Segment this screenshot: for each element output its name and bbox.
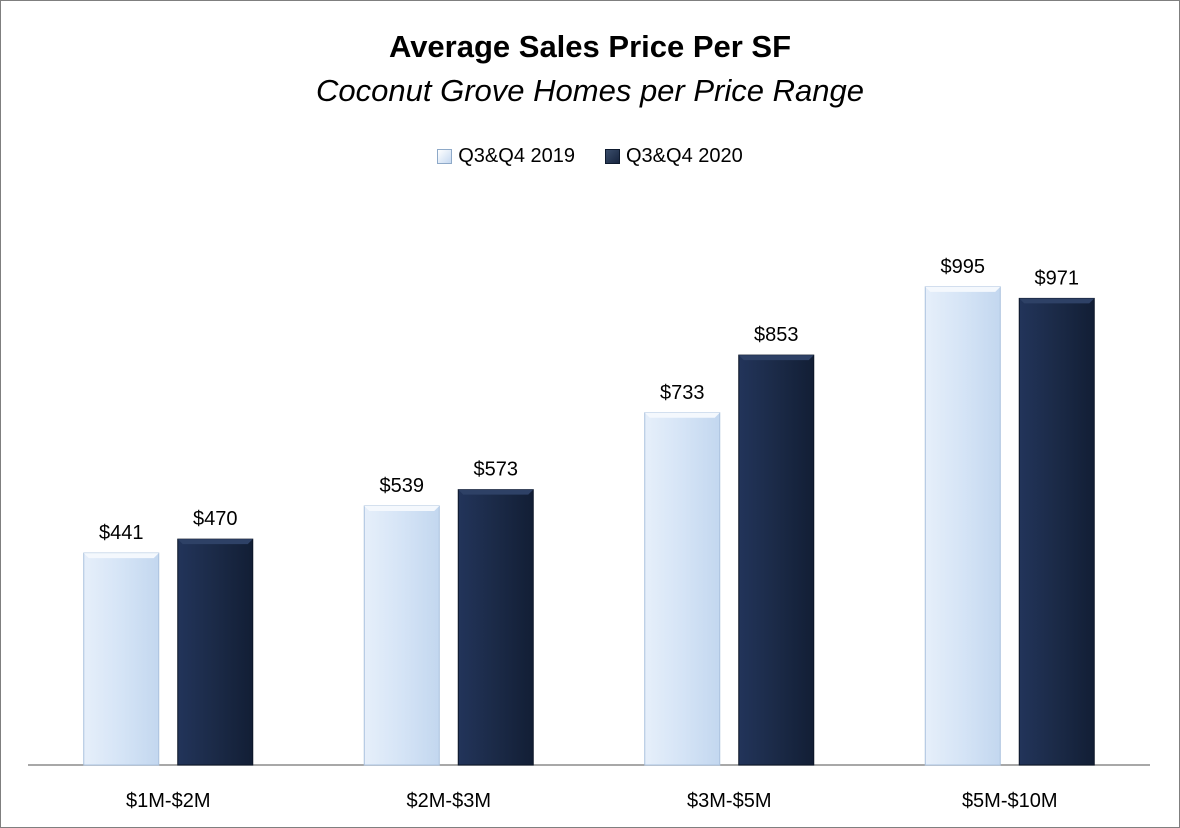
bar-bevel-2020-2	[738, 355, 814, 361]
data-label-2019-0: $441	[99, 522, 144, 544]
bar-bevel-2020-3	[1019, 298, 1095, 304]
bar-2020-1	[457, 489, 534, 766]
data-label-2020-2: $853	[754, 324, 799, 346]
data-label-2019-3: $995	[941, 256, 986, 278]
bar-2019-3	[924, 286, 1001, 766]
legend-swatch-2019	[437, 149, 453, 164]
legend-label-2019: Q3&Q4 2019	[458, 145, 575, 167]
bar-bevel-2019-0	[83, 553, 159, 559]
bar-2020-3	[1018, 297, 1095, 766]
legend-item-2019: Q3&Q4 2019	[437, 145, 575, 168]
data-label-2020-0: $470	[193, 508, 238, 530]
data-label-2019-1: $539	[380, 475, 425, 497]
data-label-2019-2: $733	[660, 382, 705, 404]
chart-subtitle: Coconut Grove Homes per Price Range	[316, 73, 864, 108]
chart-title: Average Sales Price Per SF	[388, 29, 792, 64]
x-tick-label-1: $2M-$3M	[407, 790, 491, 812]
legend-swatch-2020	[605, 149, 620, 164]
bar-2019-2	[644, 412, 721, 766]
chart-legend: Q3&Q4 2019 Q3&Q4 2020	[1, 145, 1179, 168]
x-tick-label-3: $5M-$10M	[962, 790, 1058, 812]
bar-bevel-2020-1	[458, 489, 534, 495]
bar-bevel-2019-3	[925, 286, 1001, 292]
bar-2019-0	[83, 552, 160, 766]
bar-2020-2	[738, 354, 815, 766]
bar-bevel-2019-2	[644, 412, 720, 418]
data-label-2020-1: $573	[474, 459, 519, 481]
x-tick-label-2: $3M-$5M	[687, 790, 771, 812]
legend-label-2020: Q3&Q4 2020	[626, 145, 743, 167]
data-label-2020-3: $971	[1035, 267, 1080, 289]
legend-item-2020: Q3&Q4 2020	[605, 145, 743, 168]
bar-bevel-2020-0	[177, 539, 253, 545]
bar-bevel-2019-1	[364, 505, 440, 511]
bar-2020-0	[177, 538, 254, 766]
x-tick-label-0: $1M-$2M	[126, 790, 210, 812]
bar-2019-1	[363, 505, 440, 766]
